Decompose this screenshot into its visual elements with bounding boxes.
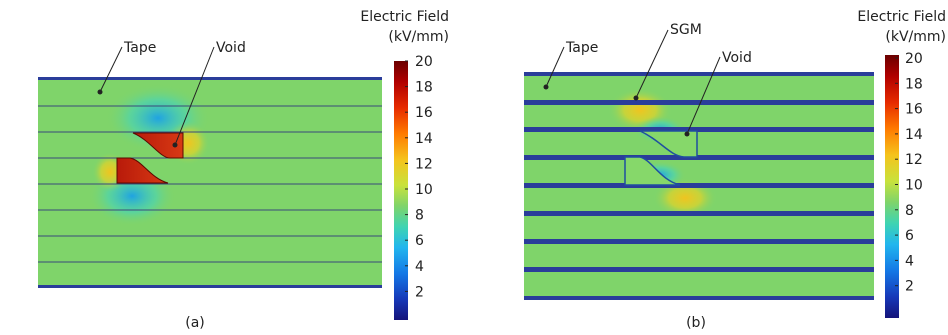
- colorbar-tick-label: 20: [905, 51, 923, 67]
- colorbar-tick-label: 16: [905, 102, 923, 118]
- colorbar-tick-label: 12: [415, 156, 433, 172]
- panel-b-void-annotation: Void: [684, 50, 752, 137]
- svg-text:Tape: Tape: [123, 40, 156, 56]
- panel-a-tape-lines: [38, 105, 382, 263]
- panel-b-colorbar-ticks: 20 18 16 14 12 10 8 6 4 2: [895, 51, 923, 295]
- svg-text:(kV/mm): (kV/mm): [885, 29, 946, 45]
- panel-a-caption: (a): [185, 315, 205, 331]
- panel-b-sgm-annotation: SGM: [633, 22, 702, 101]
- colorbar-tick-label: 6: [905, 228, 914, 244]
- panel-a: Tape Void Electric Field (kV/mm) 20 18 16 1…: [38, 9, 449, 331]
- svg-text:SGM: SGM: [670, 22, 702, 38]
- svg-text:Void: Void: [722, 50, 752, 66]
- panel-a-void-lower: [116, 157, 169, 184]
- panel-a-colorbar: Electric Field (kV/mm) 20 18 16 14 12 10 8 6 4 2: [360, 9, 449, 320]
- colorbar-tick-label: 2: [905, 279, 914, 295]
- colorbar-tick-label: 14: [905, 127, 923, 143]
- svg-text:(kV/mm): (kV/mm): [388, 29, 449, 45]
- panel-a-tape-annotation: Tape: [97, 40, 156, 95]
- colorbar-tick-label: 18: [415, 80, 433, 96]
- colorbar-tick-label: 12: [905, 152, 923, 168]
- colorbar-tick-label: 14: [415, 131, 433, 147]
- colorbar-tick-label: 4: [905, 253, 914, 269]
- colorbar-tick-label: 2: [415, 284, 424, 300]
- colorbar-tick-label: 10: [415, 182, 433, 198]
- colorbar-tick-label: 8: [905, 203, 914, 219]
- svg-text:Tape: Tape: [565, 40, 598, 56]
- panel-b-tape-annotation: Tape: [543, 40, 598, 90]
- panel-b-void-lower: [624, 156, 681, 186]
- colorbar-tick-label: 8: [415, 208, 424, 224]
- svg-text:Electric Field: Electric Field: [360, 9, 449, 25]
- colorbar-tick-label: 4: [415, 259, 424, 275]
- panel-b-sgm-layers: [524, 72, 874, 300]
- panel-b-colorbar: Electric Field (kV/mm) 20 18 16 14 12 10 8 6 4 2: [857, 9, 946, 318]
- colorbar-tick-label: 6: [415, 233, 424, 249]
- colorbar-tick-label: 10: [905, 178, 923, 194]
- colorbar-tick-label: 18: [905, 76, 923, 92]
- panel-a-void-annotation: Void: [172, 40, 246, 148]
- colorbar-tick-label: 20: [415, 54, 433, 70]
- panel-a-void-upper: [132, 132, 184, 159]
- colorbar-tick-label: 16: [415, 105, 433, 121]
- panel-a-colorbar-ticks: 20 18 16 14 12 10 8 6 4 2: [405, 54, 433, 300]
- panel-a-field: [38, 78, 382, 288]
- panel-b-caption: (b): [686, 315, 706, 331]
- panel-a-bottom-electrode: [38, 285, 382, 288]
- svg-text:Void: Void: [216, 40, 246, 56]
- svg-text:Electric Field: Electric Field: [857, 9, 946, 25]
- panel-b-void-upper: [639, 130, 698, 158]
- panel-a-top-electrode: [38, 77, 382, 80]
- panel-b: Tape SGM Void Electric Field (kV/mm) 20 1…: [524, 9, 946, 331]
